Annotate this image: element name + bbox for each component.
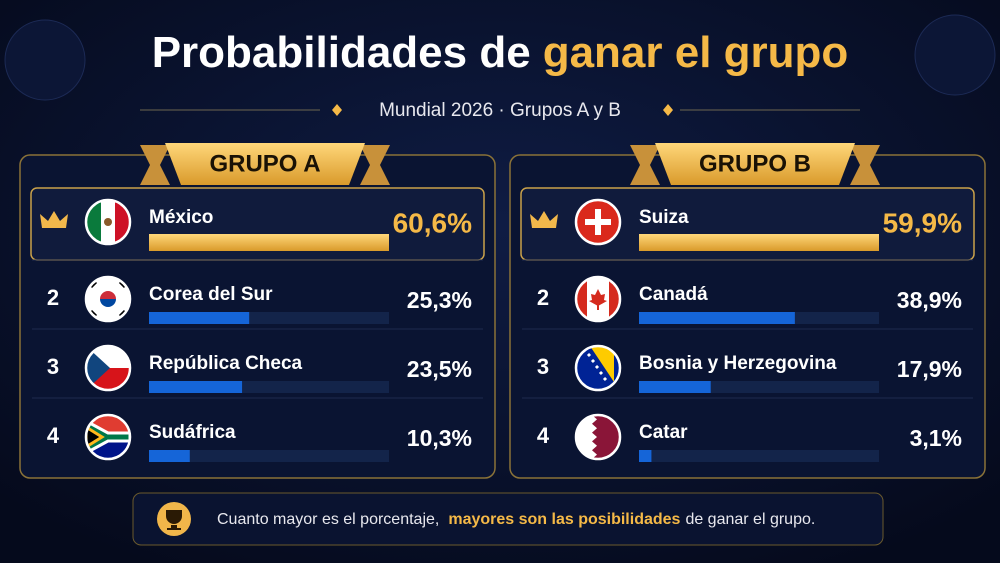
flag-ring <box>574 198 622 246</box>
flag-ring <box>574 275 622 323</box>
group-title: GRUPO A <box>209 150 320 177</box>
rank: 4 <box>537 423 550 448</box>
flag <box>576 346 620 390</box>
flag <box>86 277 130 321</box>
bar <box>639 312 795 324</box>
flag <box>86 415 130 459</box>
bar <box>149 450 190 462</box>
percentage: 38,9% <box>897 287 962 313</box>
footer-end: de ganar el grupo. <box>685 511 815 528</box>
group-title: GRUPO B <box>699 150 811 177</box>
title: Probabilidades de ganar el grupo <box>152 28 849 77</box>
ball-decoration <box>914 14 996 96</box>
rank: 4 <box>47 423 60 448</box>
percentage: 3,1% <box>910 425 962 451</box>
rank: 2 <box>47 285 59 310</box>
flag <box>576 200 620 244</box>
country-name: Corea del Sur <box>149 284 273 305</box>
flag-part <box>576 277 587 321</box>
ribbon <box>165 143 365 185</box>
country-name: Bosnia y Herzegovina <box>639 353 837 374</box>
ribbon-wing <box>140 145 390 185</box>
country-name: República Checa <box>149 353 303 374</box>
country-name: México <box>149 207 213 228</box>
flag-ring <box>84 275 132 323</box>
flag <box>86 346 130 390</box>
country-name: Sudáfrica <box>149 422 236 443</box>
flag-part <box>590 346 614 382</box>
country-name: Catar <box>639 422 688 443</box>
flag-part <box>100 291 116 299</box>
flag-part <box>585 209 611 235</box>
title-gold: ganar el grupo <box>543 28 849 77</box>
ball-decoration <box>4 19 86 101</box>
bar <box>639 450 652 462</box>
flag-part <box>589 289 607 310</box>
bar <box>149 234 389 251</box>
flag <box>576 415 620 459</box>
flag-ring <box>84 198 132 246</box>
subtitle: Mundial 2026 · Grupos A y B <box>379 100 621 121</box>
crown-icon <box>530 211 558 228</box>
ribbon-wing <box>630 145 880 185</box>
flag-ring <box>574 344 622 392</box>
country-name: Suiza <box>639 207 689 228</box>
title-white: Probabilidades de <box>152 28 531 77</box>
percentage: 17,9% <box>897 356 962 382</box>
flag-part <box>576 415 597 459</box>
flag-part <box>89 280 127 318</box>
flag-part <box>100 299 116 307</box>
country-name: Canadá <box>639 284 708 305</box>
flag-part <box>86 424 105 450</box>
percentage: 10,3% <box>407 425 472 451</box>
rank: 3 <box>537 354 549 379</box>
flag <box>576 277 620 321</box>
flag-part <box>86 419 130 455</box>
flag-ring <box>84 413 132 461</box>
trophy-shape <box>166 510 182 530</box>
flag-ring <box>574 413 622 461</box>
percentage: 59,9% <box>883 207 962 238</box>
flag-part <box>86 346 110 390</box>
bar <box>639 234 879 251</box>
percentage: 23,5% <box>407 356 472 382</box>
crown-icon <box>40 211 68 228</box>
ribbon <box>655 143 855 185</box>
bar <box>639 381 711 393</box>
rank: 2 <box>537 285 549 310</box>
rank: 3 <box>47 354 59 379</box>
flag-ring <box>84 344 132 392</box>
bar <box>149 312 250 324</box>
flag-part <box>609 277 620 321</box>
percentage: 60,6% <box>393 207 472 238</box>
percentage: 25,3% <box>407 287 472 313</box>
footer-box <box>132 492 884 546</box>
flag-part <box>104 218 112 226</box>
footer-start: Cuanto mayor es el porcentaje, <box>217 511 439 528</box>
bar-track <box>149 450 389 462</box>
footer-text: Cuanto mayor es el porcentaje, mayores so… <box>217 511 815 528</box>
bar <box>149 381 243 393</box>
footer-highlight: mayores son las posibilidades <box>448 511 680 528</box>
bar-track <box>639 450 879 462</box>
